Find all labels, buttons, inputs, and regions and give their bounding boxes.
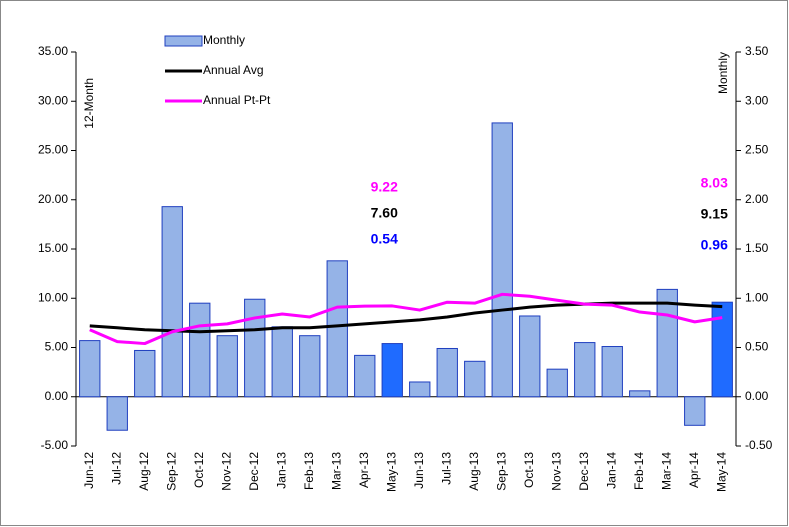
- x-tick-label: Aug-12: [137, 452, 151, 491]
- bar: [464, 360, 486, 398]
- x-tick-label: May-14: [714, 452, 728, 492]
- y2-tick-label: 3.00: [745, 93, 769, 107]
- bar: [381, 343, 403, 398]
- bar: [244, 298, 266, 398]
- x-tick-label: Jan-13: [274, 452, 288, 489]
- x-tick-label: Apr-14: [687, 452, 701, 488]
- x-tick-label: Oct-12: [192, 452, 206, 488]
- y2-tick-label: 0.50: [745, 340, 769, 354]
- bar: [629, 390, 651, 398]
- bar: [216, 335, 238, 398]
- y2-tick-label: 1.50: [745, 241, 769, 255]
- line: [89, 301, 723, 334]
- y-tick-label: 5.00: [45, 340, 69, 354]
- x-tick-label: Nov-12: [219, 452, 233, 491]
- bar: [161, 206, 183, 398]
- y-tick-label: 35.00: [38, 44, 68, 58]
- y-tick-label: 15.00: [38, 241, 68, 255]
- value-label: 0.96: [701, 237, 728, 253]
- x-tick-label: Aug-13: [467, 452, 481, 491]
- y2-tick-label: 2.50: [745, 143, 769, 157]
- x-tick-label: Feb-13: [302, 452, 316, 490]
- bar: [491, 122, 513, 398]
- x-tick-label: Jul-13: [439, 452, 453, 485]
- bar: [546, 368, 568, 398]
- line: [89, 292, 723, 346]
- x-tick-label: Mar-14: [659, 452, 673, 490]
- x-tick-label: Oct-13: [522, 452, 536, 488]
- legend-label: Monthly: [203, 33, 245, 47]
- bar: [106, 396, 128, 431]
- y-tick-label: 20.00: [38, 192, 68, 206]
- bar: [326, 260, 348, 398]
- y-tick-label: 30.00: [38, 93, 68, 107]
- x-tick-label: Feb-14: [632, 452, 646, 490]
- x-tick-label: Sep-12: [164, 452, 178, 491]
- value-label: 9.22: [371, 179, 398, 195]
- y-tick-label: -5.00: [41, 438, 69, 452]
- bar: [299, 335, 321, 398]
- x-tick-label: Apr-13: [357, 452, 371, 488]
- x-tick-label: Nov-13: [549, 452, 563, 491]
- x-tick-label: Dec-12: [247, 452, 261, 491]
- value-label: 8.03: [701, 175, 728, 191]
- value-label: 0.54: [371, 231, 398, 247]
- y-tick-label: 25.00: [38, 143, 68, 157]
- x-tick-label: Jan-14: [604, 452, 618, 489]
- y-tick-label: 0.00: [45, 389, 69, 403]
- value-label: 7.60: [371, 205, 398, 221]
- bar: [684, 396, 706, 426]
- bar: [711, 301, 733, 398]
- bar: [354, 354, 376, 398]
- legend-label: Annual Avg: [203, 63, 264, 77]
- legend-label: Annual Pt-Pt: [203, 93, 271, 107]
- bar: [601, 346, 623, 398]
- bar: [656, 288, 678, 398]
- bar: [134, 349, 156, 398]
- bar: [574, 342, 596, 398]
- x-tick-label: Dec-13: [577, 452, 591, 491]
- y2-axis-title: Monthly: [716, 52, 730, 94]
- x-tick-label: Jun-13: [412, 452, 426, 489]
- x-tick-label: May-13: [384, 452, 398, 492]
- y2-tick-label: -0.50: [745, 438, 773, 452]
- bar: [519, 315, 541, 398]
- bar: [436, 347, 458, 398]
- value-label: 9.15: [701, 206, 728, 222]
- x-tick-label: Mar-13: [329, 452, 343, 490]
- x-tick-label: Jun-12: [82, 452, 96, 489]
- bar: [271, 326, 293, 398]
- legend-swatch: [164, 35, 203, 47]
- bar: [79, 340, 101, 398]
- y-axis-title: 12-Month: [82, 78, 96, 129]
- x-tick-label: Jul-12: [109, 452, 123, 485]
- y2-tick-label: 3.50: [745, 44, 769, 58]
- y-tick-label: 10.00: [38, 290, 68, 304]
- y2-tick-label: 0.00: [745, 389, 769, 403]
- y2-tick-label: 1.00: [745, 290, 769, 304]
- bar: [409, 381, 431, 398]
- bar: [189, 302, 211, 398]
- x-tick-label: Sep-13: [494, 452, 508, 491]
- y2-tick-label: 2.00: [745, 192, 769, 206]
